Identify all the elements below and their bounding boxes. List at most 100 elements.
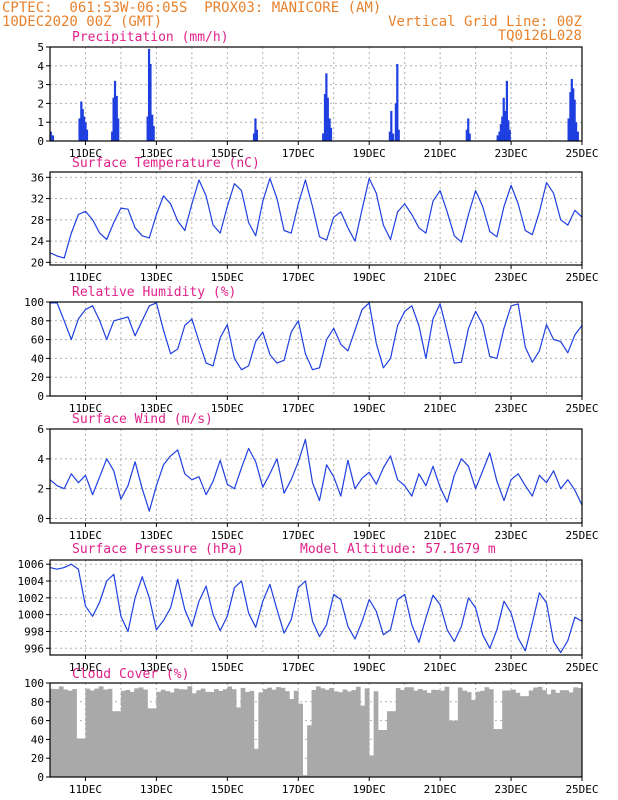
- pres-xtick-label: 11DEC: [69, 661, 102, 674]
- pres-xtick-label: 19DEC: [353, 661, 386, 674]
- cloud-area-bar: [165, 691, 170, 777]
- precip-bar: [147, 48, 151, 141]
- precip-bar: [326, 97, 329, 141]
- precip-bar: [465, 129, 468, 141]
- cloud-area-bar: [369, 755, 374, 777]
- cloud-area-bar: [373, 691, 379, 777]
- cloud-area-bar: [568, 692, 574, 777]
- cloud-area-bar: [347, 691, 352, 777]
- rh-xtick-label: 25DEC: [565, 402, 598, 415]
- precip-bar: [146, 116, 149, 141]
- temp-xtick-label: 15DEC: [211, 271, 244, 284]
- precip-bar: [112, 97, 115, 141]
- rh-xtick-label: 21DEC: [424, 402, 457, 415]
- precip-bar: [567, 118, 570, 141]
- precip-bar: [78, 118, 81, 141]
- cloud-area-bar: [76, 738, 82, 777]
- cloud-ytick-label: 100: [24, 677, 44, 690]
- precip-title: Precipitation (mm/h): [72, 30, 229, 45]
- cloud-area-bar: [378, 730, 383, 777]
- cloud-area-bar: [200, 688, 206, 777]
- cloud-area-bar: [218, 690, 224, 777]
- precip-bar: [84, 122, 87, 141]
- cloud-area-bar: [174, 688, 179, 777]
- temp-ytick-label: 24: [31, 235, 45, 248]
- pres-xtick-label: 15DEC: [211, 661, 244, 674]
- cloud-area-bar: [351, 690, 357, 777]
- cloud-area-bar: [134, 688, 139, 777]
- temp-panel: 20 24 28 32 36 11DEC 13DEC 15DEC 17DEC 19DEC 21DEC…: [31, 156, 599, 284]
- cloud-area-bar: [546, 694, 552, 777]
- cloud-area-bar: [564, 690, 569, 777]
- rh-xtick-label: 23DEC: [495, 402, 528, 415]
- cloud-area-bar: [196, 690, 202, 777]
- cloud-area-bar: [484, 687, 490, 777]
- precip-bar: [574, 122, 578, 141]
- cloud-area-bar: [151, 708, 157, 777]
- pres-ytick-label: 1004: [18, 575, 45, 588]
- cloud-area-bar: [58, 686, 64, 777]
- cloud-area-bar: [316, 686, 321, 777]
- wind-series-line: [49, 438, 583, 512]
- precip-bar: [51, 135, 55, 141]
- precip-ytick-label: 4: [37, 60, 44, 73]
- cloud-area-bar: [262, 689, 268, 777]
- cloud-area-bar: [94, 688, 100, 777]
- cloud-area-bar: [147, 708, 153, 777]
- cloud-xtick-label: 15DEC: [211, 783, 244, 796]
- temp-title: Surface Temperature (nC): [72, 156, 260, 171]
- cloud-area-bar: [276, 687, 281, 777]
- wind-ytick-label: 2: [37, 483, 44, 496]
- cloud-area-bar: [236, 707, 241, 777]
- cloud-area-bar: [404, 687, 410, 777]
- cloud-ytick-label: 20: [31, 752, 44, 765]
- precip-xtick-label: 11DEC: [69, 147, 102, 160]
- rh-frame: [49, 301, 583, 397]
- cloud-area-bar: [524, 696, 530, 777]
- cloud-xtick-label: 19DEC: [353, 783, 386, 796]
- cloud-area-bar: [528, 690, 534, 777]
- temp-xtick-label: 13DEC: [140, 271, 173, 284]
- cloud-area-bar: [169, 692, 175, 777]
- cloud-xtick-label: 17DEC: [282, 783, 315, 796]
- cloud-area-bar: [533, 687, 538, 777]
- wind-xtick-label: 25DEC: [565, 529, 598, 542]
- cloud-area-bar: [444, 686, 450, 777]
- cloud-area-bar: [187, 686, 193, 777]
- temp-frame: [49, 171, 583, 266]
- cloud-area-bar: [293, 690, 299, 777]
- pres-ytick-label: 1000: [18, 609, 45, 622]
- cloud-panel: 0 20 40 60 80 100 11DEC 13DEC 15DEC 17DEC 19DEC 21D…: [24, 667, 598, 796]
- precip-bar: [498, 131, 501, 141]
- pres-xtick-label: 25DEC: [565, 661, 598, 674]
- cloud-area-bar: [364, 688, 370, 777]
- temp-xtick-label: 19DEC: [353, 271, 386, 284]
- cloud-area-bar: [320, 688, 326, 777]
- cloud-area-bar: [50, 688, 55, 777]
- precip-bar: [388, 131, 391, 141]
- cloud-area-bar: [413, 690, 419, 777]
- precip-bar: [396, 63, 399, 141]
- precip-ytick-label: 5: [37, 41, 44, 54]
- precip-bar: [504, 110, 507, 141]
- cloud-area-bar: [89, 690, 95, 777]
- cloud-area-bar: [298, 703, 303, 777]
- precip-bar: [252, 133, 256, 141]
- cloud-ytick-label: 40: [31, 733, 44, 746]
- cloud-area-bar: [103, 689, 108, 777]
- cloud-frame: [49, 682, 583, 778]
- cloud-area-bar: [245, 691, 250, 777]
- chart-header-date: 10DEC2020 00Z (GMT): [2, 14, 163, 30]
- cloud-area-bar: [231, 689, 237, 777]
- cloud-area-bar: [475, 691, 481, 777]
- chart-header-gridline: Vertical Grid Line: 00Z: [388, 14, 582, 30]
- temp-series-line: [49, 177, 583, 259]
- chart-header-station: CPTEC: 061:53W-06:05S PROX03: MANICORE (…: [2, 0, 382, 16]
- cloud-area-bar: [511, 689, 516, 777]
- cloud-area-bar: [453, 720, 459, 777]
- cloud-area-bar: [573, 687, 578, 777]
- rh-xtick-label: 13DEC: [140, 402, 173, 415]
- precip-bar: [507, 120, 510, 141]
- pres-series-line: [49, 563, 583, 654]
- cloud-ytick-label: 80: [31, 696, 44, 709]
